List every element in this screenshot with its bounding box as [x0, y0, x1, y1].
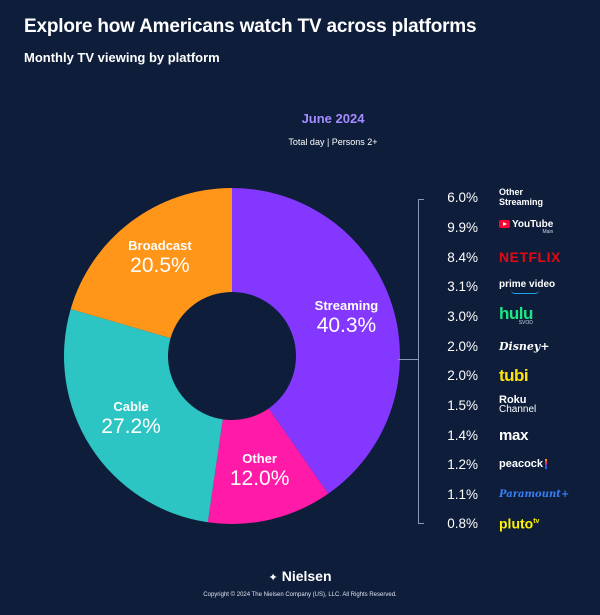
pluto-tv-logo: plutotv — [499, 515, 540, 532]
breakdown-value: 1.5% — [447, 397, 478, 413]
slice-value-cable: 27.2% — [101, 414, 161, 438]
nielsen-logo: ✦ Nielsen — [0, 568, 600, 584]
page-title: Explore how Americans watch TV across pl… — [24, 16, 477, 37]
breakdown-row-peacock: 1.2% peacock — [426, 453, 547, 475]
roku-wordmark: Roku — [499, 394, 527, 406]
breakdown-value: 8.4% — [447, 249, 478, 265]
slice-broadcast — [70, 188, 233, 339]
breakdown-value: 2.0% — [447, 338, 478, 354]
breakdown-row-roku: 1.5% Roku Channel — [426, 394, 536, 416]
slice-other — [207, 408, 329, 524]
breakdown-row-netflix: 8.4% NETFLIX — [426, 246, 561, 268]
slice-cable — [63, 309, 223, 523]
slice-streaming — [232, 188, 401, 494]
prime-video-logo: prime video — [499, 279, 555, 294]
max-logo: max — [499, 426, 529, 444]
slice-name-broadcast: Broadcast — [128, 238, 192, 254]
slice-value-broadcast: 20.5% — [130, 254, 190, 278]
youtube-sub-label: Main — [542, 229, 554, 235]
breakdown-value: 6.0% — [447, 189, 478, 205]
youtube-wordmark: YouTube — [512, 219, 554, 230]
breakdown-value: 3.0% — [447, 308, 478, 324]
slice-name-other: Other — [242, 450, 277, 466]
copyright-notice: Copyright © 2024 The Nielsen Company (US… — [203, 592, 397, 598]
slice-label-broadcast: Broadcast 20.5% — [100, 238, 220, 278]
roku-channel-logo: Roku Channel — [499, 395, 536, 415]
slice-value-streaming: 40.3% — [316, 313, 377, 337]
breakdown-value: 1.1% — [447, 486, 478, 502]
breakdown-value: 3.1% — [447, 278, 478, 294]
breakdown-row-max: 1.4% max — [426, 424, 528, 446]
breakdown-row-prime-video: 3.1% prime video — [426, 275, 555, 297]
slice-label-other: Other 12.0% — [200, 451, 320, 491]
youtube-logo: YouTube Main — [499, 219, 553, 235]
slice-label-cable: Cable 27.2% — [71, 399, 191, 439]
breakdown-row-hulu: 3.0% hulu SVOD — [426, 305, 533, 327]
pluto-wordmark: pluto — [499, 515, 534, 532]
breakdown-value: 1.2% — [447, 456, 478, 472]
peacock-logo: peacock — [499, 458, 547, 470]
other-streaming-label: Other Streaming — [499, 187, 544, 207]
paramount-plus-logo: Paramount+ — [499, 488, 570, 500]
hulu-wordmark: hulu — [499, 304, 533, 323]
youtube-play-icon — [499, 220, 510, 229]
nielsen-mark-icon: ✦ — [268, 572, 278, 584]
breakdown-row-tubi: 2.0% tubi — [426, 364, 528, 386]
chart-scope: Total day | Persons 2+ — [288, 137, 378, 147]
nielsen-wordmark: Nielsen — [281, 568, 332, 584]
disney-plus-logo: Disney+ — [499, 339, 550, 353]
breakdown-value: 1.4% — [447, 427, 478, 443]
chart-period: June 2024 — [301, 111, 365, 126]
breakdown-row-disney: 2.0% Disney+ — [426, 335, 550, 357]
breakdown-value: 0.8% — [447, 515, 478, 531]
breakdown-value: 9.9% — [447, 219, 478, 235]
breakdown-row-paramount: 1.1% Paramount+ — [426, 483, 569, 505]
breakdown-row-pluto: 0.8% plutotv — [426, 512, 539, 534]
tubi-logo: tubi — [499, 365, 529, 385]
slice-name-streaming: Streaming — [314, 297, 379, 313]
breakdown-value: 2.0% — [447, 367, 478, 383]
slice-name-cable: Cable — [113, 398, 149, 414]
netflix-logo: NETFLIX — [499, 248, 561, 265]
breakdown-row-youtube: 9.9% YouTube Main — [426, 216, 553, 238]
breakdown-row-other-streaming: 6.0% Other Streaming — [426, 186, 559, 208]
pluto-tv-suffix: tv — [533, 518, 540, 526]
slice-label-streaming: Streaming 40.3% — [286, 298, 406, 338]
hulu-logo: hulu SVOD — [499, 304, 533, 326]
hulu-sub-label: SVOD — [518, 320, 533, 326]
page-subtitle: Monthly TV viewing by platform — [24, 50, 220, 65]
roku-sub-label: Channel — [499, 404, 537, 415]
slice-value-other: 12.0% — [229, 466, 290, 490]
breakdown-connector — [398, 359, 418, 360]
breakdown-bracket — [418, 199, 427, 524]
